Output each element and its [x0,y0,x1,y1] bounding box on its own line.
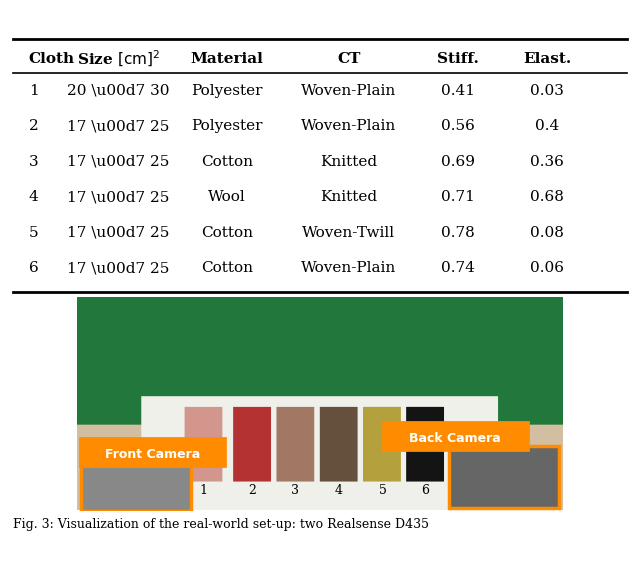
Text: 17 \u00d7 25: 17 \u00d7 25 [67,155,170,169]
Text: Fig. 3: Visualization of the real-world set-up: two Realsense D435: Fig. 3: Visualization of the real-world … [13,518,429,531]
Text: Wool: Wool [209,190,246,204]
Text: Woven-Plain: Woven-Plain [301,84,396,98]
FancyBboxPatch shape [80,438,225,466]
Text: Material: Material [191,52,264,66]
Text: Polyester: Polyester [191,84,263,98]
Text: 0.03: 0.03 [531,84,564,98]
Text: Cloth: Cloth [29,52,75,66]
Text: Back Camera: Back Camera [409,432,501,445]
Text: Front Camera: Front Camera [105,448,200,461]
Text: 1: 1 [199,484,207,497]
Text: Size $[\mathrm{cm}]^2$: Size $[\mathrm{cm}]^2$ [77,49,160,69]
Text: 2: 2 [248,484,256,497]
FancyBboxPatch shape [449,446,559,508]
Text: 6: 6 [29,261,38,275]
Text: Stiff.: Stiff. [436,52,479,66]
Text: Cotton: Cotton [201,226,253,240]
Text: 0.71: 0.71 [441,190,474,204]
Text: 0.08: 0.08 [531,226,564,240]
FancyBboxPatch shape [81,463,191,511]
Text: Elast.: Elast. [523,52,572,66]
Text: 0.4: 0.4 [535,119,559,133]
Text: 0.41: 0.41 [440,84,475,98]
Text: 5: 5 [29,226,38,240]
Text: 17 \u00d7 25: 17 \u00d7 25 [67,119,170,133]
Text: 3: 3 [29,155,38,169]
Text: CT: CT [337,52,360,66]
Text: Woven-Plain: Woven-Plain [301,119,396,133]
Text: Knitted: Knitted [320,155,378,169]
Text: Polyester: Polyester [191,119,263,133]
Text: 6: 6 [421,484,429,497]
Text: Knitted: Knitted [320,190,378,204]
Text: 20 \u00d7 30: 20 \u00d7 30 [67,84,170,98]
Text: 4: 4 [29,190,38,204]
Text: Woven-Twill: Woven-Twill [302,226,396,240]
Text: 17 \u00d7 25: 17 \u00d7 25 [67,261,170,275]
Text: 2: 2 [29,119,38,133]
Text: Cotton: Cotton [201,261,253,275]
Text: 0.68: 0.68 [531,190,564,204]
Text: 17 \u00d7 25: 17 \u00d7 25 [67,226,170,240]
Text: Cotton: Cotton [201,155,253,169]
Text: 1: 1 [29,84,38,98]
Text: Woven-Plain: Woven-Plain [301,261,396,275]
Text: 0.06: 0.06 [530,261,564,275]
Text: 17 \u00d7 25: 17 \u00d7 25 [67,190,170,204]
Text: 4: 4 [334,484,342,497]
Text: 0.56: 0.56 [441,119,474,133]
Text: 0.69: 0.69 [440,155,475,169]
Text: 5: 5 [379,484,387,497]
FancyBboxPatch shape [383,422,527,450]
Text: 0.78: 0.78 [441,226,474,240]
Text: 0.74: 0.74 [441,261,474,275]
Text: 3: 3 [291,484,299,497]
Text: 0.36: 0.36 [531,155,564,169]
